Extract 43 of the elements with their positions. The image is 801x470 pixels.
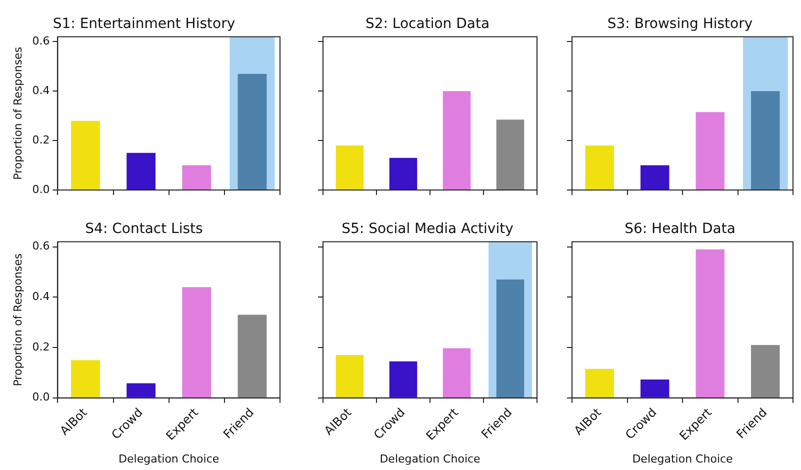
bar bbox=[126, 383, 156, 398]
x-axis-title: Delegation Choice bbox=[632, 452, 734, 466]
chart-title: S1: Entertainment History bbox=[52, 16, 236, 32]
bar bbox=[640, 165, 670, 190]
bar bbox=[496, 120, 524, 190]
bar bbox=[182, 287, 212, 398]
bar bbox=[442, 91, 471, 190]
chart-title: S6: Health Data bbox=[624, 221, 736, 238]
y-tick-label: 0.0 bbox=[32, 390, 50, 404]
bar bbox=[696, 249, 724, 398]
y-axis-title: Proportion of Responses bbox=[11, 46, 24, 180]
y-tick-label: 0.6 bbox=[32, 240, 50, 253]
chart-title: S3: Browsing History bbox=[607, 16, 753, 32]
y-tick-label: 0.6 bbox=[32, 34, 50, 48]
bar bbox=[336, 355, 364, 398]
bar bbox=[389, 361, 418, 398]
bar bbox=[640, 379, 670, 398]
bar bbox=[71, 360, 100, 398]
y-tick-label: 0.4 bbox=[32, 84, 50, 98]
bar bbox=[585, 146, 614, 190]
y-tick-label: 0.2 bbox=[32, 133, 50, 146]
bar bbox=[696, 112, 724, 190]
chart-title: S5: Social Media Activity bbox=[342, 221, 514, 238]
bar bbox=[442, 348, 471, 398]
bar bbox=[238, 74, 267, 190]
x-axis-title: Delegation Choice bbox=[380, 452, 481, 466]
bar bbox=[751, 91, 780, 190]
y-axis-title: Proportion of Responses bbox=[11, 253, 24, 386]
bar bbox=[751, 344, 780, 398]
bar bbox=[238, 314, 267, 398]
y-tick-label: 0.0 bbox=[32, 182, 50, 196]
x-axis-title: Delegation Choice bbox=[118, 452, 220, 466]
bar bbox=[336, 146, 364, 190]
bar bbox=[389, 158, 418, 190]
bar bbox=[496, 280, 524, 398]
bar bbox=[182, 165, 212, 190]
chart-title: S2: Location Data bbox=[365, 16, 490, 32]
bar bbox=[71, 120, 100, 190]
bar bbox=[126, 152, 156, 190]
chart-title: S4: Contact Lists bbox=[85, 221, 203, 238]
y-tick-label: 0.4 bbox=[32, 290, 50, 304]
y-tick-label: 0.2 bbox=[32, 340, 50, 354]
bar bbox=[585, 368, 614, 398]
